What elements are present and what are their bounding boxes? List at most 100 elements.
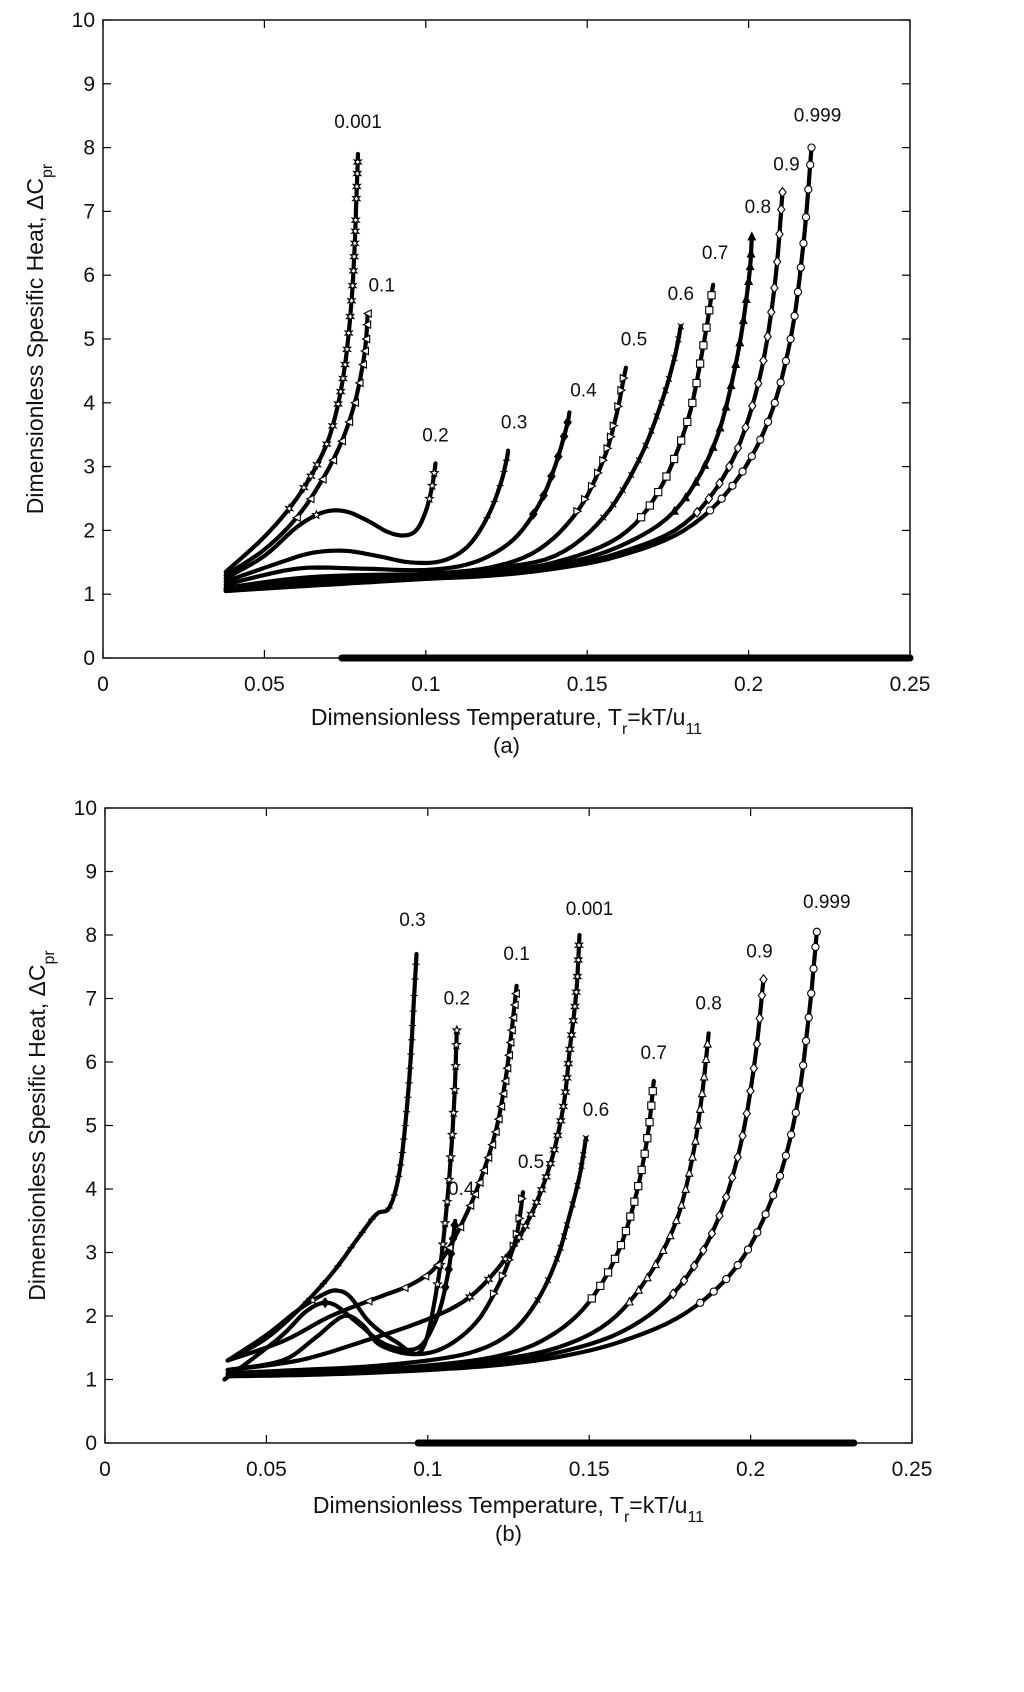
series-label-0-1: 0.1 (503, 944, 529, 965)
data-point-0-9 (724, 461, 734, 473)
data-point-0-9 (772, 256, 782, 268)
data-point-0-1 (360, 346, 370, 356)
data-point-0-2 (446, 1129, 458, 1140)
data-point-0-999 (799, 1061, 808, 1070)
data-point-0-3 (405, 1079, 413, 1087)
data-point-0-9 (715, 1210, 724, 1222)
data-point-0-001 (571, 986, 582, 998)
data-point-0-7 (662, 472, 671, 481)
data-point-0-9 (778, 186, 787, 198)
data-point-0-9 (770, 282, 779, 294)
data-point-0-3 (410, 991, 418, 1000)
series-line-0-6 (225, 1136, 589, 1376)
data-point-0-7 (636, 513, 646, 522)
series-line-0-2 (223, 461, 438, 581)
data-point-0-3 (347, 1244, 355, 1252)
data-point-0-6 (534, 1296, 541, 1304)
data-point-0-001 (552, 1129, 563, 1142)
data-point-0-9 (749, 1062, 759, 1074)
data-point-0-999 (809, 964, 818, 973)
data-point-0-7 (621, 1226, 631, 1236)
data-point-0-2 (311, 509, 322, 520)
y-tick-label: 10 (72, 9, 95, 32)
data-point-0-3 (409, 1007, 417, 1015)
data-point-0-001 (337, 372, 349, 385)
data-point-0-2 (432, 1278, 443, 1289)
data-point-0-001 (298, 481, 309, 494)
data-point-0-4 (547, 470, 556, 482)
data-point-0-001 (558, 1100, 569, 1113)
data-point-0-001 (321, 438, 332, 450)
data-point-0-1 (465, 1201, 475, 1211)
series-label-0-6: 0.6 (668, 284, 694, 305)
data-point-0-6 (619, 486, 626, 494)
data-point-0-001 (464, 1291, 475, 1303)
data-point-0-001 (520, 1220, 531, 1232)
data-point-0-6 (557, 1244, 564, 1252)
data-point-0-001 (541, 1171, 552, 1183)
data-point-0-8 (690, 1135, 700, 1145)
y-tick-label: 3 (83, 456, 95, 479)
data-point-0-1 (509, 1000, 519, 1010)
data-point-0-8 (684, 1167, 694, 1177)
x-tick-label: 0.05 (244, 673, 285, 696)
data-point-0-7 (603, 1268, 613, 1277)
y-tick-label: 1 (85, 1369, 97, 1392)
data-point-0-8 (695, 1103, 705, 1113)
data-point-0-3 (368, 1215, 376, 1223)
data-point-0-9 (715, 477, 724, 490)
y-tick-label: 4 (85, 1178, 97, 1201)
data-point-0-8 (651, 1259, 661, 1269)
data-point-0-001 (284, 502, 295, 515)
data-point-0-7 (670, 454, 679, 464)
data-point-0-5 (617, 385, 627, 395)
data-point-0-3 (408, 1021, 417, 1030)
y-tick-label: 4 (83, 392, 95, 415)
data-point-0-999 (733, 1261, 742, 1270)
series-0-6: 0.6 (225, 1100, 609, 1376)
data-point-0-7 (705, 306, 714, 315)
data-point-0-8 (671, 1215, 681, 1225)
series-label-0-3: 0.3 (399, 910, 425, 931)
panel-label: (b) (495, 1521, 522, 1546)
data-point-0-9 (742, 1108, 752, 1120)
data-point-0-9 (753, 378, 763, 390)
data-point-0-8 (676, 1199, 686, 1209)
series-label-0-4: 0.4 (570, 380, 597, 401)
data-point-0-999 (781, 1151, 791, 1160)
data-point-0-999 (811, 942, 820, 952)
data-point-0-7 (702, 323, 711, 332)
panel-label: (a) (493, 733, 520, 758)
data-point-0-1 (444, 1243, 454, 1253)
data-point-0-999 (728, 481, 737, 490)
series-label-0-9: 0.9 (746, 941, 772, 962)
data-point-0-4 (563, 416, 572, 428)
data-point-0-9 (776, 203, 786, 216)
data-point-0-4 (529, 508, 538, 520)
y-tick-label: 7 (85, 988, 97, 1011)
data-point-0-001 (569, 1000, 580, 1013)
data-point-0-1 (361, 334, 371, 344)
data-point-0-9 (775, 228, 784, 240)
data-point-0-6 (665, 375, 673, 383)
data-point-0-7 (645, 501, 654, 510)
data-point-0-6 (582, 1134, 590, 1142)
series-label-0-7: 0.7 (641, 1043, 667, 1064)
y-tick-label: 2 (85, 1305, 97, 1328)
data-point-0-8 (715, 422, 725, 432)
data-point-0-3 (502, 456, 511, 464)
data-point-0-8 (691, 476, 701, 486)
data-point-0-4 (444, 1263, 454, 1275)
data-point-0-001 (345, 310, 356, 323)
data-point-0-3 (496, 482, 504, 490)
data-point-0-8 (681, 492, 691, 502)
data-point-0-9 (746, 1085, 755, 1097)
data-point-0-1 (487, 1140, 497, 1150)
data-point-0-001 (483, 1273, 494, 1286)
x-tick-label: 0.2 (736, 1458, 765, 1481)
data-point-0-8 (741, 294, 751, 304)
data-point-0-8 (669, 505, 679, 515)
data-point-0-3 (400, 1135, 408, 1143)
data-point-0-001 (312, 458, 323, 471)
series-label-0-2: 0.2 (444, 988, 470, 1009)
